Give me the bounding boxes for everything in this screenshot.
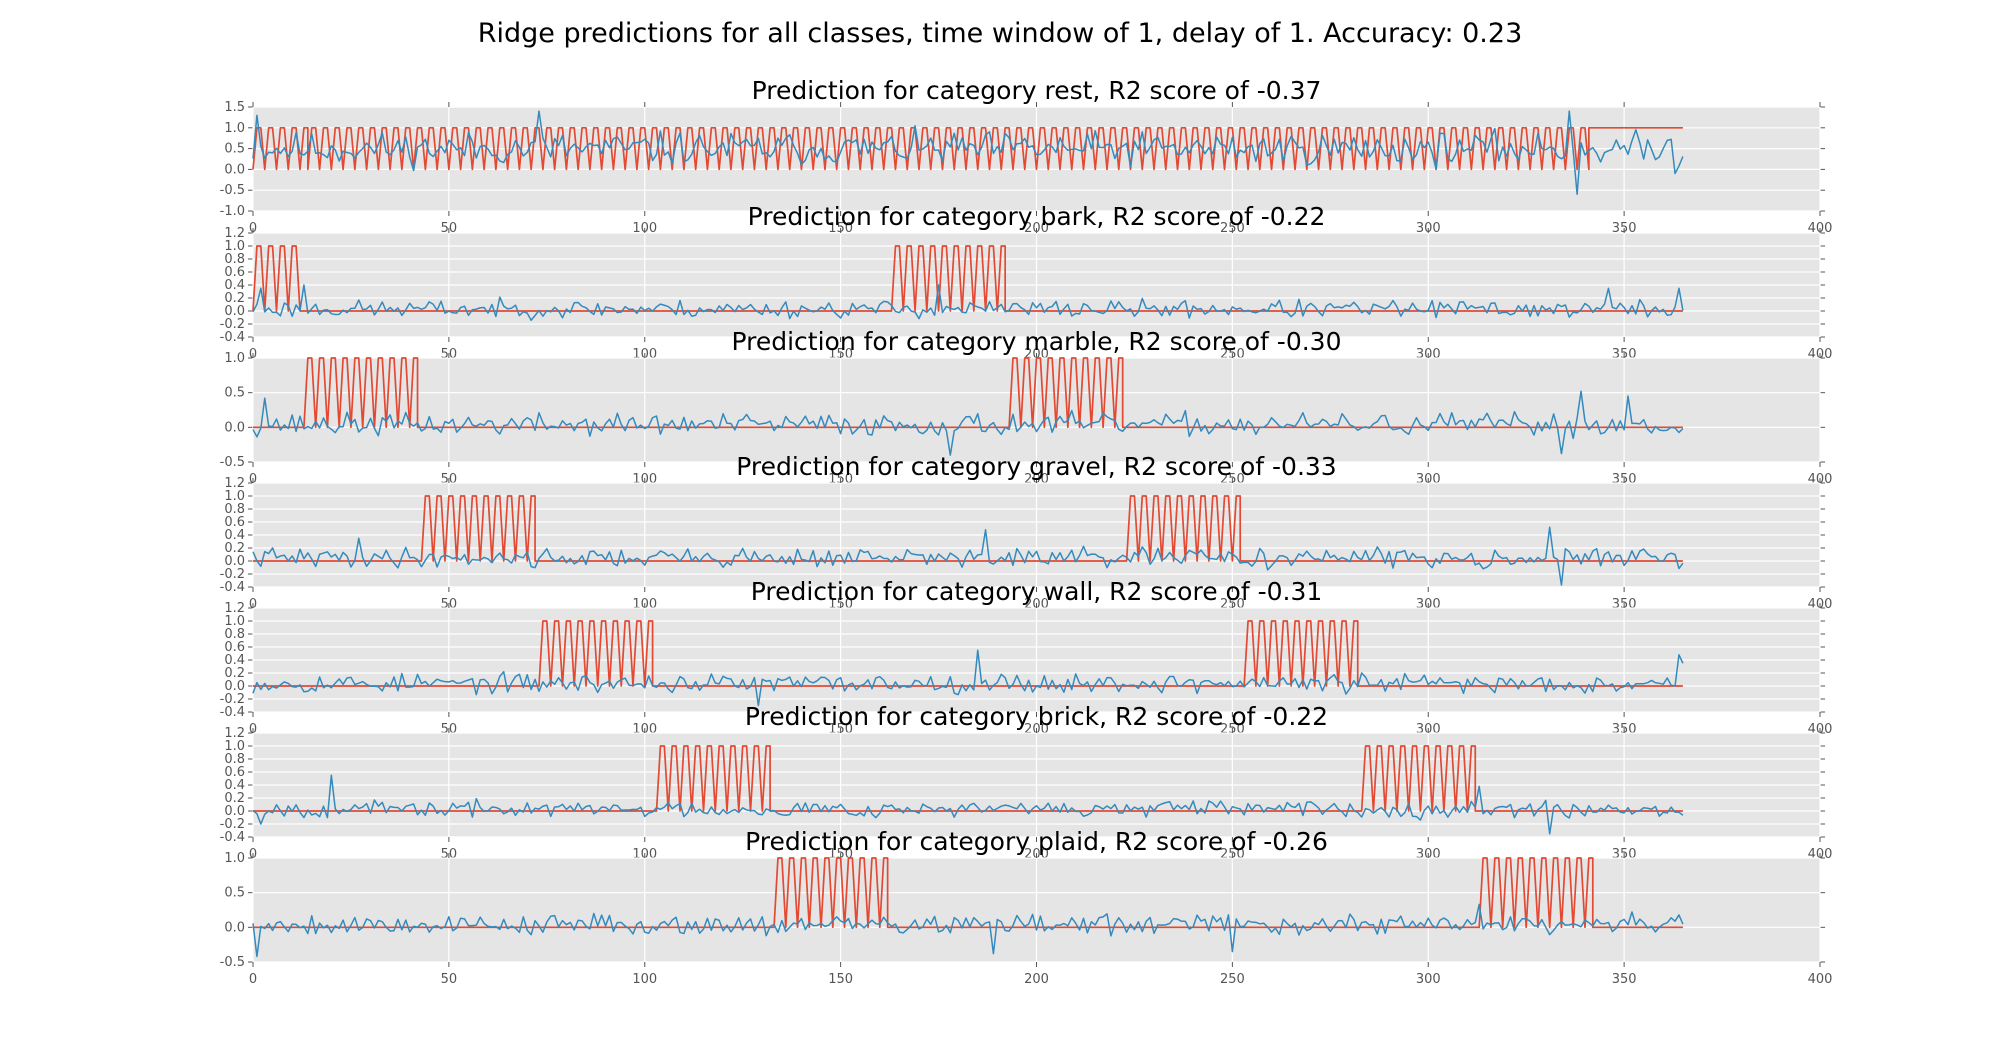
y-tick-label: 0.4 (224, 778, 245, 793)
y-tick-label: 1.0 (224, 351, 245, 366)
prediction-line-0 (252, 110, 1684, 196)
subplot-4: -0.4-0.20.00.20.40.60.81.01.20 50 100 150 20… (220, 577, 1833, 737)
y-tick-label: 0.0 (224, 554, 245, 569)
y-tick-label: 0.2 (224, 666, 245, 681)
y-tick-label: 0.5 (224, 386, 245, 401)
y-tick-label: 0.4 (224, 653, 245, 668)
x-tick-label: 400 (1808, 972, 1833, 987)
subplot-title-1: Prediction for category bark, R2 score o… (748, 202, 1326, 231)
x-tick-label: 250 (1220, 972, 1245, 987)
y-tick-label: 1.0 (224, 614, 245, 629)
target-line-3 (253, 495, 1683, 562)
y-tick-label: 0.2 (224, 541, 245, 556)
y-tick-label: 0.2 (224, 291, 245, 306)
y-tick-label: -0.2 (220, 817, 245, 832)
subplot-title-3: Prediction for category gravel, R2 score… (736, 452, 1336, 481)
y-tick-label: 0.6 (224, 515, 245, 530)
y-tick-label: 0.0 (224, 679, 245, 694)
y-tick-label: 0.0 (224, 304, 245, 319)
target-line-0 (252, 126, 1683, 171)
prediction-line-6 (252, 903, 1684, 958)
y-tick-label: -0.2 (220, 692, 245, 707)
target-line-2 (253, 357, 1683, 429)
y-tick-label: -0.2 (220, 317, 245, 332)
prediction-line-2 (252, 390, 1684, 456)
y-tick-label: 1.2 (224, 601, 245, 616)
prediction-line-1 (252, 284, 1684, 321)
y-tick-label: -1.0 (220, 204, 245, 219)
figure-title: Ridge predictions for all classes, time … (478, 18, 1523, 49)
y-tick-label: 1.5 (224, 100, 245, 115)
y-tick-label: 1.0 (224, 489, 245, 504)
y-tick-label: 1.0 (224, 121, 245, 136)
x-tick-label: 0 (249, 972, 257, 987)
x-tick-label: 300 (1416, 972, 1441, 987)
y-tick-label: 1.0 (224, 739, 245, 754)
y-tick-label: -0.2 (220, 567, 245, 582)
y-tick-label: 0.8 (224, 252, 245, 267)
y-tick-label: 0.5 (224, 142, 245, 157)
prediction-line-5 (252, 774, 1684, 835)
x-tick-label: 350 (1612, 972, 1637, 987)
subplot-title-2: Prediction for category marble, R2 score… (731, 327, 1341, 356)
y-tick-label: 0.0 (224, 420, 245, 435)
x-tick-label: 100 (632, 972, 657, 987)
y-tick-label: -0.4 (220, 830, 245, 845)
subplot-3: -0.4-0.20.00.20.40.60.81.01.20 50 100 150 20… (220, 452, 1833, 612)
y-tick-label: 0.6 (224, 640, 245, 655)
subplot-title-6: Prediction for category plaid, R2 score … (745, 827, 1328, 856)
y-tick-label: 0.8 (224, 752, 245, 767)
subplot-title-5: Prediction for category brick, R2 score … (745, 702, 1328, 731)
subplot-title-4: Prediction for category wall, R2 score o… (751, 577, 1323, 606)
y-tick-label: 1.0 (224, 239, 245, 254)
y-tick-label: 0.0 (224, 162, 245, 177)
target-line-1 (252, 245, 1683, 312)
y-tick-label: 0.4 (224, 278, 245, 293)
subplot-stack: -1.0 -0.5 0.0 0.5 1.0 1.5 0 50 100 150 200 250 300 35… (220, 76, 1833, 987)
y-tick-label: -0.4 (220, 330, 245, 345)
subplot-6: -0.5 0.0 0.5 1.0 0 50 100 150 200 250 300 350 400 Pre… (220, 827, 1833, 987)
y-tick-label: 1.2 (224, 726, 245, 741)
y-tick-label: 0.6 (224, 765, 245, 780)
y-tick-label: -0.5 (220, 183, 245, 198)
x-tick-label: 200 (1024, 972, 1049, 987)
y-tick-label: -0.5 (220, 955, 245, 970)
target-line-4 (253, 620, 1683, 687)
subplot-title-0: Prediction for category rest, R2 score o… (752, 76, 1322, 105)
y-tick-label: 1.0 (224, 851, 245, 866)
y-tick-label: 0.6 (224, 265, 245, 280)
x-tick-label: 50 (441, 972, 458, 987)
subplot-1: -0.4-0.20.00.20.40.60.81.01.20 50 100 150 20… (220, 202, 1833, 362)
prediction-line-4 (252, 649, 1684, 707)
y-tick-label: 0.0 (224, 804, 245, 819)
y-tick-label: 0.4 (224, 528, 245, 543)
y-tick-label: 0.8 (224, 627, 245, 642)
x-tick-label: 150 (828, 972, 853, 987)
y-tick-label: 0.5 (224, 886, 245, 901)
y-tick-label: -0.4 (220, 580, 245, 595)
y-tick-label: -0.4 (220, 705, 245, 720)
y-tick-label: 1.2 (224, 226, 245, 241)
subplot-2: -0.50.00.51.00 50 100 150 200 250 300 350 400Pre… (220, 327, 1833, 487)
y-tick-label: 1.2 (224, 476, 245, 491)
subplot-0: -1.0-0.50.00.51.01.50 50 100 150 200 250 300 35… (220, 76, 1833, 236)
y-tick-label: 0.8 (224, 502, 245, 517)
y-tick-label: 0.0 (224, 920, 245, 935)
y-tick-label: 0.2 (224, 791, 245, 806)
prediction-line-3 (252, 526, 1684, 586)
y-tick-label: -0.5 (220, 455, 245, 470)
target-line-5 (253, 745, 1683, 812)
